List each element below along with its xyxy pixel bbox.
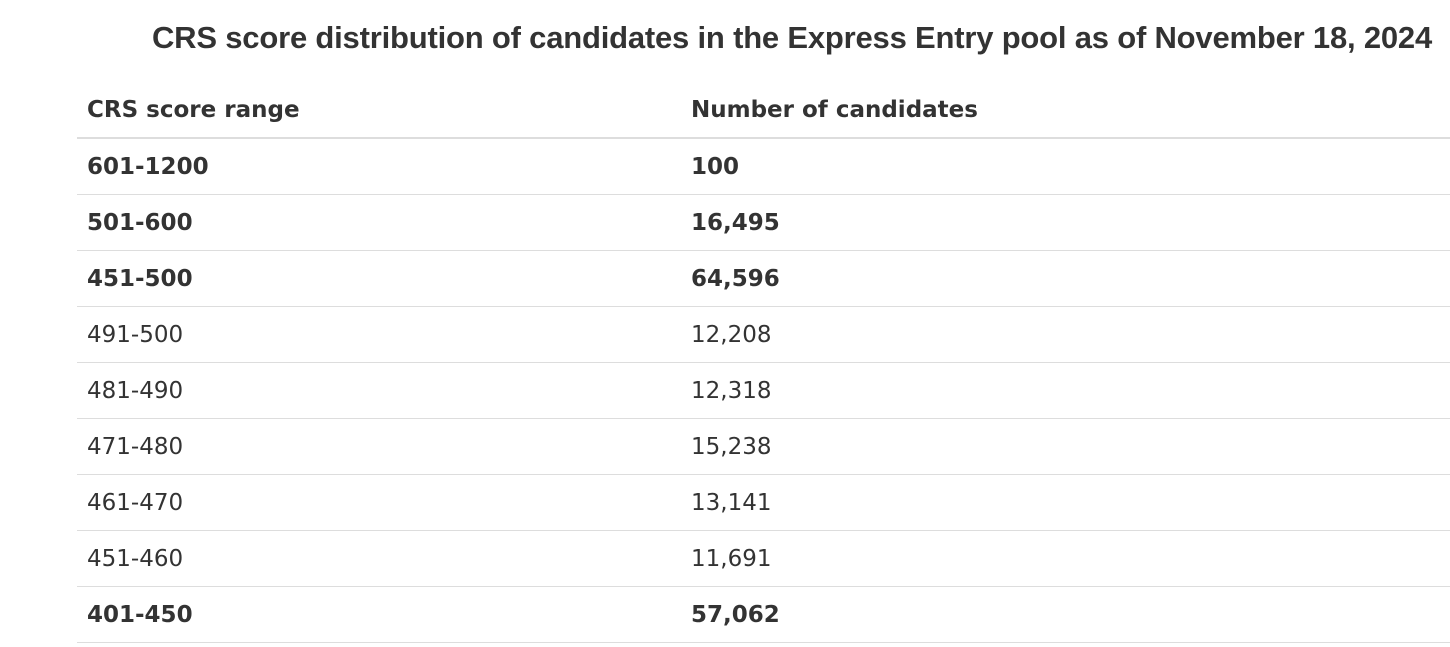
table-row: 491-500 12,208 [77,307,1450,363]
table-row: 501-600 16,495 [77,195,1450,251]
table-row: 481-490 12,318 [77,363,1450,419]
candidate-count-cell: 100 [691,153,740,180]
score-range-cell: 601-1200 [87,153,209,180]
table-caption: CRS score distribution of candidates in … [152,20,1432,55]
score-range-cell: 451-500 [87,265,193,292]
table-header-row: CRS score range Number of candidates [77,82,1450,139]
score-range-cell: 471-480 [87,433,184,460]
candidate-count-cell: 12,318 [691,377,772,404]
candidate-count-cell: 13,141 [691,489,772,516]
table-row: 451-460 11,691 [77,531,1450,587]
table-row: 461-470 13,141 [77,475,1450,531]
candidate-count-cell: 12,208 [691,321,772,348]
crs-distribution-table: CRS score range Number of candidates 601… [77,82,1450,643]
candidate-count-cell: 57,062 [691,601,780,628]
candidate-count-cell: 16,495 [691,209,780,236]
table-row: 451-500 64,596 [77,251,1450,307]
candidate-count-cell: 11,691 [691,545,772,572]
column-header-number-of-candidates: Number of candidates [691,96,978,123]
table-row: 471-480 15,238 [77,419,1450,475]
score-range-cell: 461-470 [87,489,184,516]
score-range-cell: 491-500 [87,321,184,348]
score-range-cell: 451-460 [87,545,184,572]
table-row: 601-1200 100 [77,139,1450,195]
candidate-count-cell: 15,238 [691,433,772,460]
score-range-cell: 401-450 [87,601,193,628]
column-header-crs-score-range: CRS score range [87,96,300,123]
score-range-cell: 481-490 [87,377,184,404]
score-range-cell: 501-600 [87,209,193,236]
candidate-count-cell: 64,596 [691,265,780,292]
table-row: 401-450 57,062 [77,587,1450,643]
